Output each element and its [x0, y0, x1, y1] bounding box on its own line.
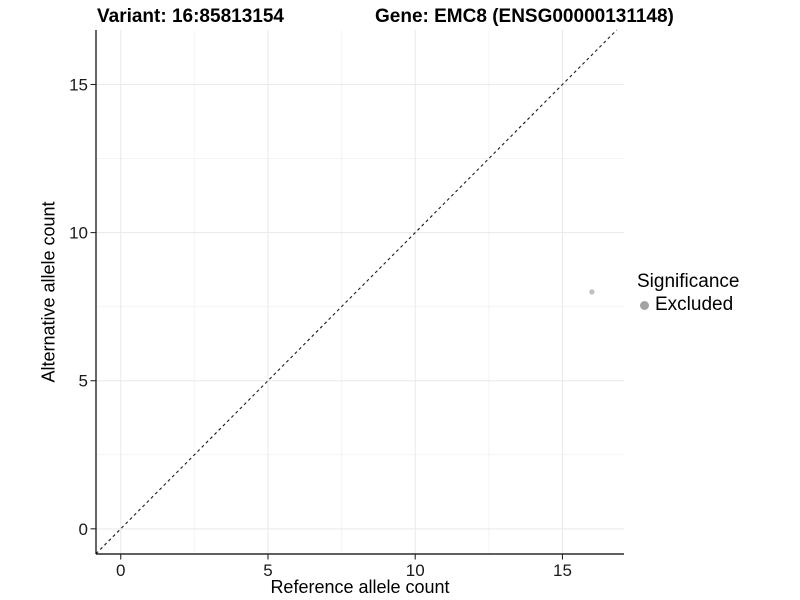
- x-tick-label: 15: [553, 561, 572, 580]
- legend-key-point-icon: [640, 300, 649, 310]
- y-axis-title: Alternative allele count: [38, 201, 59, 383]
- x-axis-title: Reference allele count: [270, 577, 450, 597]
- x-tick-label: 0: [116, 561, 125, 580]
- y-tick-label: 15: [69, 76, 88, 95]
- plot-title-gene: Gene: EMC8 (ENSG00000131148): [375, 6, 674, 27]
- legend-title: Significance: [637, 271, 740, 292]
- legend: Significance Excluded: [637, 271, 739, 316]
- data-point: [589, 289, 595, 295]
- legend-entry-label: Excluded: [655, 294, 734, 315]
- identity-line: [95, 29, 618, 555]
- x-tick-label: 10: [406, 561, 425, 580]
- y-tick-label: 5: [79, 372, 88, 391]
- y-tick-label: 0: [79, 520, 88, 539]
- legend-entry-excluded: Excluded: [637, 294, 739, 316]
- plot-title-variant: Variant: 16:85813154: [97, 6, 284, 27]
- y-tick-label: 10: [69, 224, 88, 243]
- x-tick-label: 5: [263, 561, 272, 580]
